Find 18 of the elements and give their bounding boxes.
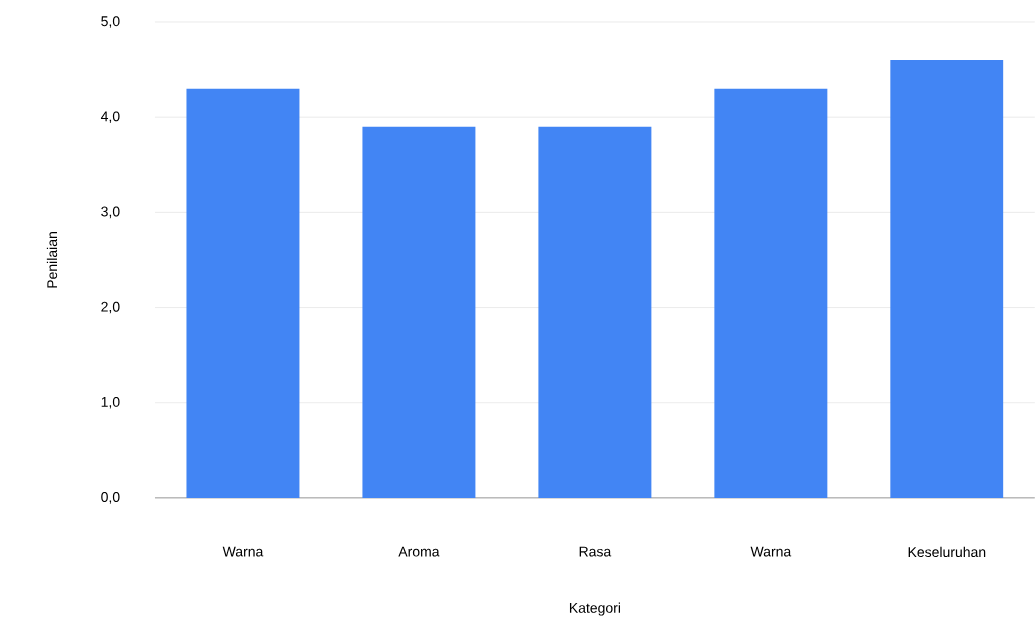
y-tick-label: 4,0	[100, 111, 120, 124]
bar	[890, 60, 1004, 498]
y-tick-label: 0,0	[101, 492, 120, 504]
y-tick-label: 1,0	[101, 397, 120, 409]
y-axis-title: Penilaian	[46, 232, 58, 288]
y-tick-label: 2,0	[101, 301, 120, 314]
x-axis-title: Kategori	[569, 602, 620, 616]
x-tick-label: Warna	[222, 546, 264, 557]
y-tick-label: 3,0	[101, 206, 120, 219]
x-tick-label: Keseluruhan	[908, 546, 986, 558]
bar	[362, 126, 476, 498]
bar	[186, 88, 300, 498]
x-tick-label: Rasa	[579, 546, 612, 557]
x-tick-label: Warna	[750, 546, 792, 557]
bar	[538, 126, 652, 498]
y-tick-label: 5,0	[101, 16, 120, 28]
x-tick-label: Aroma	[398, 546, 440, 557]
bar	[714, 88, 828, 498]
